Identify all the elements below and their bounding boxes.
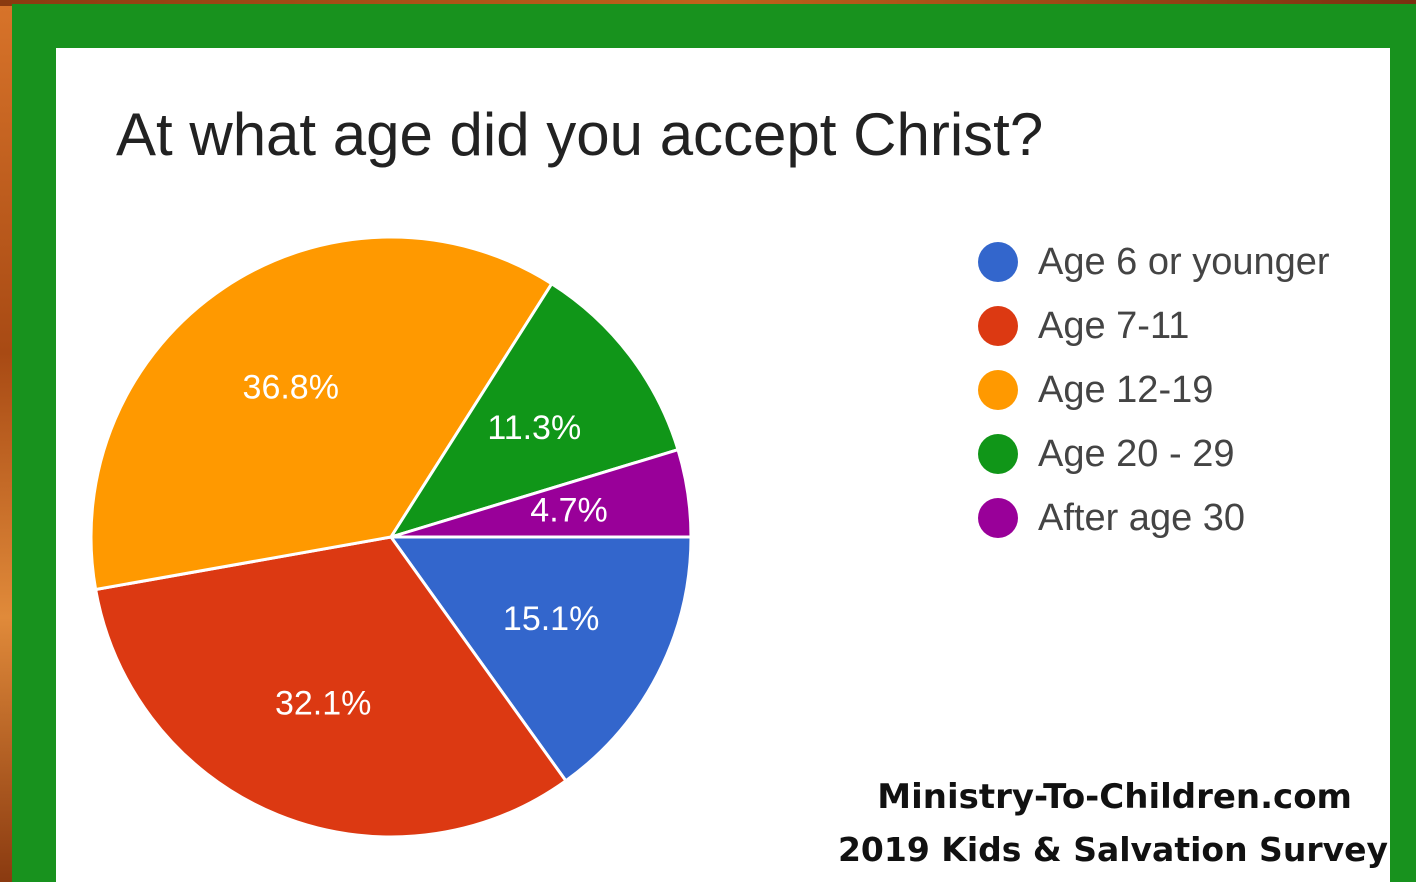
pie-slice-1 xyxy=(389,535,693,783)
slice-label-4: 11.3% xyxy=(487,409,581,447)
background-photo-top xyxy=(0,0,1416,6)
legend-swatch-2 xyxy=(978,306,1018,346)
legend-label-1: Age 6 or younger xyxy=(1038,240,1330,283)
source-site: Ministry-To-Children.com xyxy=(877,777,1352,817)
slice-label-2: 32.1% xyxy=(275,685,371,723)
pie-slice-2 xyxy=(94,535,568,839)
legend-swatch-1 xyxy=(978,242,1018,282)
legend-item-4: Age 20 - 29 xyxy=(978,422,1330,486)
legend-label-2: Age 7-11 xyxy=(1038,304,1190,347)
source-survey: 2019 Kids & Salvation Survey xyxy=(837,830,1388,869)
slice-label-1: 15.1% xyxy=(503,600,599,638)
pie-slice-5 xyxy=(389,448,693,539)
legend-item-5: After age 30 xyxy=(978,486,1330,550)
chart-card: At what age did you accept Christ? 15.1%… xyxy=(56,48,1390,882)
legend-label-5: After age 30 xyxy=(1038,496,1246,539)
legend-swatch-4 xyxy=(978,434,1018,474)
chart-legend: Age 6 or younger Age 7-11 Age 12-19 Age 20 … xyxy=(978,230,1330,550)
legend-item-1: Age 6 or younger xyxy=(978,230,1330,294)
pie-chart: 15.1% 32.1% 36.8% 11.3% 4.7% xyxy=(89,235,693,839)
chart-title: At what age did you accept Christ? xyxy=(116,101,1044,168)
legend-item-2: Age 7-11 xyxy=(978,294,1330,358)
slice-label-3: 36.8% xyxy=(243,368,339,406)
legend-swatch-5 xyxy=(978,498,1018,538)
pie-slice-3 xyxy=(89,235,554,592)
pie-slice-4 xyxy=(389,282,680,539)
source-credit: Ministry-To-Children.com 2019 Kids & Sal… xyxy=(838,774,1390,880)
legend-label-4: Age 20 - 29 xyxy=(1038,432,1235,475)
legend-label-3: Age 12-19 xyxy=(1038,368,1214,411)
slice-label-5: 4.7% xyxy=(530,492,608,530)
background-photo-edge xyxy=(0,0,14,882)
legend-item-3: Age 12-19 xyxy=(978,358,1330,422)
green-frame: At what age did you accept Christ? 15.1%… xyxy=(12,4,1416,882)
legend-swatch-3 xyxy=(978,370,1018,410)
